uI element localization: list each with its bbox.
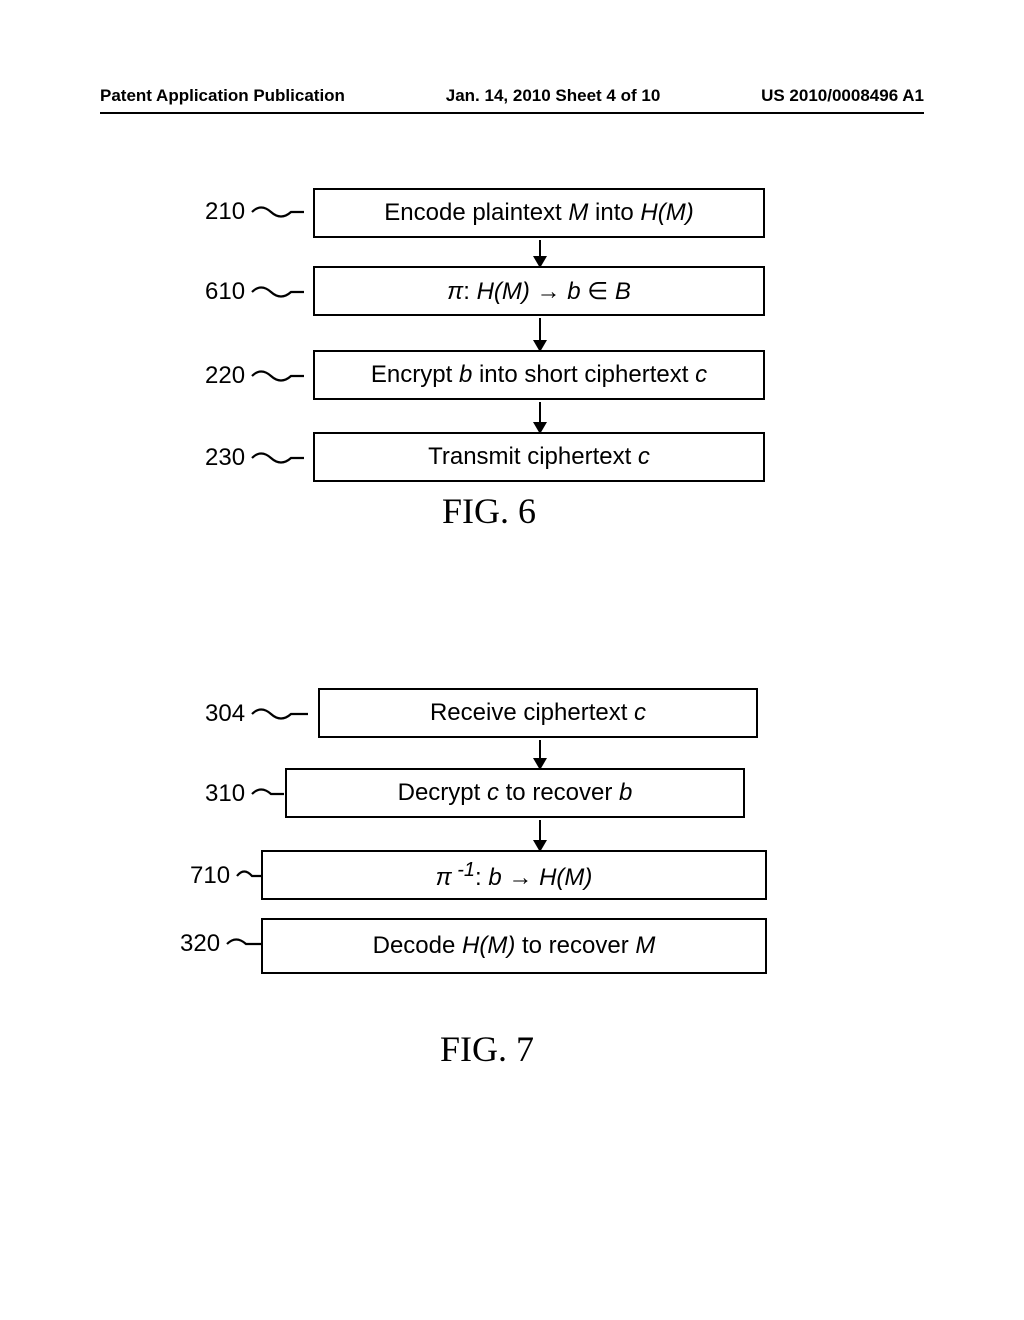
- step-label: π -1: b → H(M): [436, 859, 593, 892]
- ref-230: 230: [205, 444, 305, 472]
- arrow-icon: [533, 318, 547, 352]
- step-label: Transmit ciphertext c: [428, 443, 650, 471]
- header-center: Jan. 14, 2010 Sheet 4 of 10: [446, 86, 661, 106]
- ref-number: 304: [205, 700, 245, 728]
- ref-number: 310: [205, 780, 245, 808]
- header-right: US 2010/0008496 A1: [761, 86, 924, 106]
- ref-number: 210: [205, 198, 245, 226]
- step-decode: Decode H(M) to recover M: [261, 918, 767, 974]
- ref-number: 610: [205, 278, 245, 306]
- ref-710: 710: [190, 862, 266, 890]
- step-pi-inverse: π -1: b → H(M): [261, 850, 767, 900]
- leader-squiggle: [251, 707, 309, 721]
- leader-squiggle: [251, 451, 305, 465]
- ref-310: 310: [205, 780, 285, 808]
- ref-320: 320: [180, 930, 266, 958]
- step-encode: Encode plaintext M into H(M): [313, 188, 765, 238]
- header-left: Patent Application Publication: [100, 86, 345, 106]
- page-header: Patent Application Publication Jan. 14, …: [100, 86, 924, 106]
- header-rule: [100, 112, 924, 114]
- leader-squiggle: [251, 369, 305, 383]
- step-encrypt: Encrypt b into short ciphertext c: [313, 350, 765, 400]
- arrow-icon: [533, 740, 547, 770]
- step-label: Receive ciphertext c: [430, 699, 646, 727]
- ref-610: 610: [205, 278, 305, 306]
- figure-6-caption: FIG. 6: [442, 490, 536, 532]
- step-label: Encode plaintext M into H(M): [384, 199, 693, 227]
- leader-squiggle: [251, 205, 305, 219]
- step-transmit: Transmit ciphertext c: [313, 432, 765, 482]
- figure-7-caption: FIG. 7: [440, 1028, 534, 1070]
- step-label: π: H(M) → b ∈ B: [447, 277, 631, 306]
- leader-squiggle: [251, 285, 305, 299]
- ref-210: 210: [205, 198, 305, 226]
- step-label: Encrypt b into short ciphertext c: [371, 361, 707, 389]
- ref-304: 304: [205, 700, 309, 728]
- step-receive: Receive ciphertext c: [318, 688, 758, 738]
- ref-220: 220: [205, 362, 305, 390]
- ref-number: 320: [180, 930, 220, 958]
- step-label: Decrypt c to recover b: [398, 779, 633, 807]
- step-label: Decode H(M) to recover M: [373, 932, 656, 960]
- ref-number: 220: [205, 362, 245, 390]
- arrow-icon: [533, 820, 547, 852]
- step-pi: π: H(M) → b ∈ B: [313, 266, 765, 316]
- leader-squiggle: [251, 787, 285, 801]
- step-decrypt: Decrypt c to recover b: [285, 768, 745, 818]
- ref-number: 710: [190, 862, 230, 890]
- ref-number: 230: [205, 444, 245, 472]
- arrow-icon: [533, 240, 547, 268]
- arrow-icon: [533, 402, 547, 434]
